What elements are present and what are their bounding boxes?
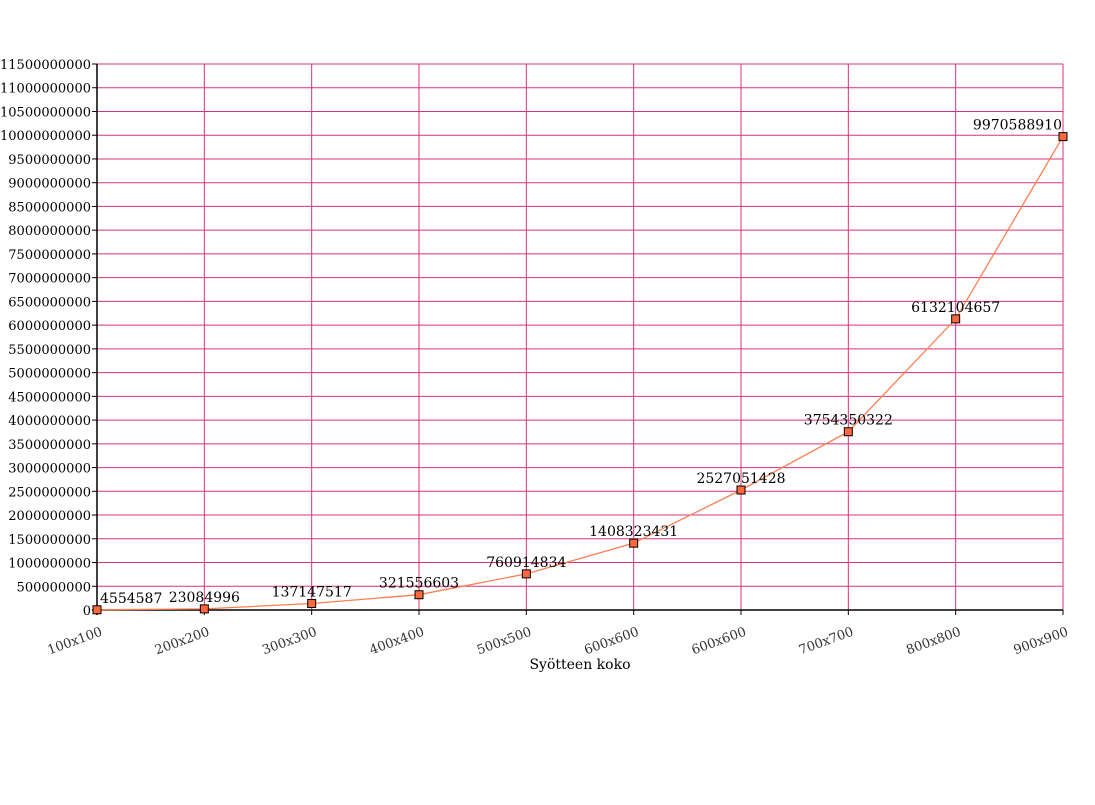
axes bbox=[92, 63, 1064, 615]
y-tick-label: 10000000000 bbox=[0, 129, 91, 144]
data-point-marker bbox=[199, 604, 209, 614]
y-tick-label: 7000000000 bbox=[8, 272, 91, 287]
x-tick-label: 400x400 bbox=[368, 625, 427, 659]
data-label: 137147517 bbox=[272, 584, 352, 600]
x-tick-label: 900x900 bbox=[1012, 625, 1071, 659]
x-tick-label: 300x300 bbox=[260, 625, 319, 659]
y-tick-label: 10500000000 bbox=[0, 105, 91, 120]
y-tick-label: 3000000000 bbox=[8, 462, 91, 477]
x-tick-label: 200x200 bbox=[153, 625, 212, 659]
y-tick-label: 6500000000 bbox=[8, 295, 91, 310]
data-label: 321556603 bbox=[379, 576, 459, 592]
y-tick-label: 2500000000 bbox=[8, 485, 91, 500]
data-label: 2527051428 bbox=[696, 471, 785, 487]
y-tick-label: 2000000000 bbox=[8, 509, 91, 524]
data-label: 23084996 bbox=[169, 590, 240, 606]
data-point-marker bbox=[92, 605, 102, 615]
y-tick-label: 5500000000 bbox=[8, 343, 91, 358]
data-point-marker bbox=[951, 314, 961, 324]
y-tick-label: 6000000000 bbox=[8, 319, 91, 334]
data-point-marker bbox=[414, 590, 424, 600]
y-tick-label: 8500000000 bbox=[8, 200, 91, 215]
data-label: 1408323431 bbox=[589, 524, 678, 540]
y-tick-label: 1500000000 bbox=[8, 533, 91, 548]
data-markers bbox=[92, 132, 1068, 615]
data-label: 6132104657 bbox=[911, 300, 1000, 316]
y-tick-label: 5000000000 bbox=[8, 367, 91, 382]
x-tick-label: 600x600 bbox=[690, 625, 749, 659]
data-point-marker bbox=[307, 598, 317, 608]
y-tick-label: 0 bbox=[83, 604, 91, 619]
y-tick-label: 8000000000 bbox=[8, 224, 91, 239]
x-tick-label: 500x500 bbox=[475, 625, 534, 659]
data-label: 760914834 bbox=[486, 555, 566, 571]
y-tick-labels: 0 500000000 1000000000 1500000000 2000000000… bbox=[0, 58, 91, 619]
series-line bbox=[96, 136, 1064, 611]
y-tick-label: 9000000000 bbox=[8, 177, 91, 192]
grid-lines bbox=[97, 63, 1064, 610]
data-label: 3754350322 bbox=[804, 413, 893, 429]
x-tick-label: 100x100 bbox=[46, 625, 105, 659]
y-tick-label: 4500000000 bbox=[8, 390, 91, 405]
data-label: 4554587 bbox=[100, 591, 162, 607]
data-point-marker bbox=[521, 569, 531, 579]
y-tick-label: 9500000000 bbox=[8, 153, 91, 168]
y-tick-label: 3500000000 bbox=[8, 438, 91, 453]
y-tick-label: 7500000000 bbox=[8, 248, 91, 263]
y-tick-label: 11500000000 bbox=[0, 58, 91, 73]
y-tick-label: 500000000 bbox=[17, 580, 91, 595]
data-label: 9970588910 bbox=[973, 118, 1062, 134]
y-tick-label: 4000000000 bbox=[8, 414, 91, 429]
x-axis-label: Syötteen koko bbox=[529, 657, 630, 673]
y-tick-label: 1000000000 bbox=[8, 557, 91, 572]
series-polyline bbox=[96, 136, 1064, 611]
data-point-marker bbox=[843, 427, 853, 437]
x-tick-label: 600x600 bbox=[582, 625, 641, 659]
data-point-marker bbox=[629, 538, 639, 548]
x-tick-label: 700x700 bbox=[797, 625, 856, 659]
data-labels: 4554587 23084996 137147517 321556603 7609148… bbox=[100, 118, 1062, 607]
data-point-marker bbox=[736, 485, 746, 495]
y-tick-label: 11000000000 bbox=[0, 82, 91, 97]
x-tick-label: 800x800 bbox=[904, 625, 963, 659]
x-tick-labels: 100x100 200x200 300x300 400x400 500x500 600x6… bbox=[46, 625, 1071, 659]
data-point-marker bbox=[1058, 132, 1068, 142]
